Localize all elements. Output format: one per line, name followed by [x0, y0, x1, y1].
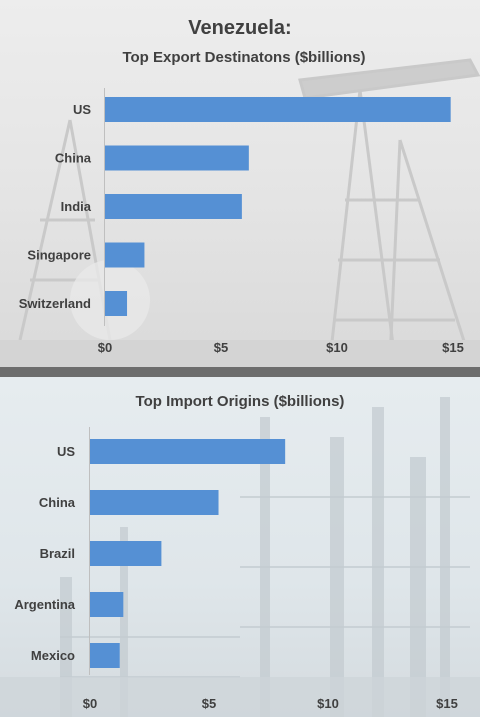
- category-label: Brazil: [40, 546, 75, 561]
- import-chart: Top Import Origins ($billions) US China Br…: [14, 393, 458, 711]
- x-tick-label: $0: [98, 340, 112, 355]
- chart-title: Venezuela:: [188, 17, 291, 39]
- bar-mexico: [90, 643, 120, 668]
- x-tick-label: $15: [442, 340, 464, 355]
- chart-title: Top Import Origins ($billions): [136, 393, 345, 410]
- bar-china: [105, 145, 249, 171]
- category-label: India: [61, 199, 92, 214]
- x-tick-label: $15: [436, 696, 458, 711]
- bar-switzerland: [105, 291, 128, 316]
- bar-singapore: [105, 242, 145, 268]
- category-label: China: [55, 151, 92, 166]
- export-chart: Venezuela: Top Export Destinatons ($bill…: [19, 17, 464, 355]
- panel-divider: [0, 367, 480, 377]
- category-label: Argentina: [14, 597, 75, 612]
- bar-us: [90, 439, 286, 464]
- x-tick-label: $5: [202, 696, 216, 711]
- import-chart-panel: Top Import Origins ($billions) US China Br…: [0, 377, 480, 717]
- x-tick-label: $0: [83, 696, 97, 711]
- category-label: US: [73, 102, 91, 117]
- refinery-background: [0, 397, 480, 717]
- category-label: Mexico: [31, 648, 75, 663]
- x-tick-label: $10: [326, 340, 348, 355]
- x-tick-label: $10: [317, 696, 339, 711]
- category-label: Switzerland: [19, 296, 91, 311]
- chart-subtitle: Top Export Destinatons ($billions): [122, 49, 365, 66]
- category-label: China: [39, 495, 76, 510]
- category-label: US: [57, 444, 75, 459]
- x-tick-label: $5: [214, 340, 228, 355]
- bar-brazil: [90, 541, 162, 566]
- bar-india: [105, 194, 242, 219]
- bar-us: [105, 97, 451, 122]
- oil-pump-background: [0, 58, 480, 367]
- bar-argentina: [90, 592, 124, 617]
- bar-china: [90, 490, 219, 515]
- export-chart-panel: Venezuela: Top Export Destinatons ($bill…: [0, 0, 480, 367]
- category-label: Singapore: [27, 248, 91, 263]
